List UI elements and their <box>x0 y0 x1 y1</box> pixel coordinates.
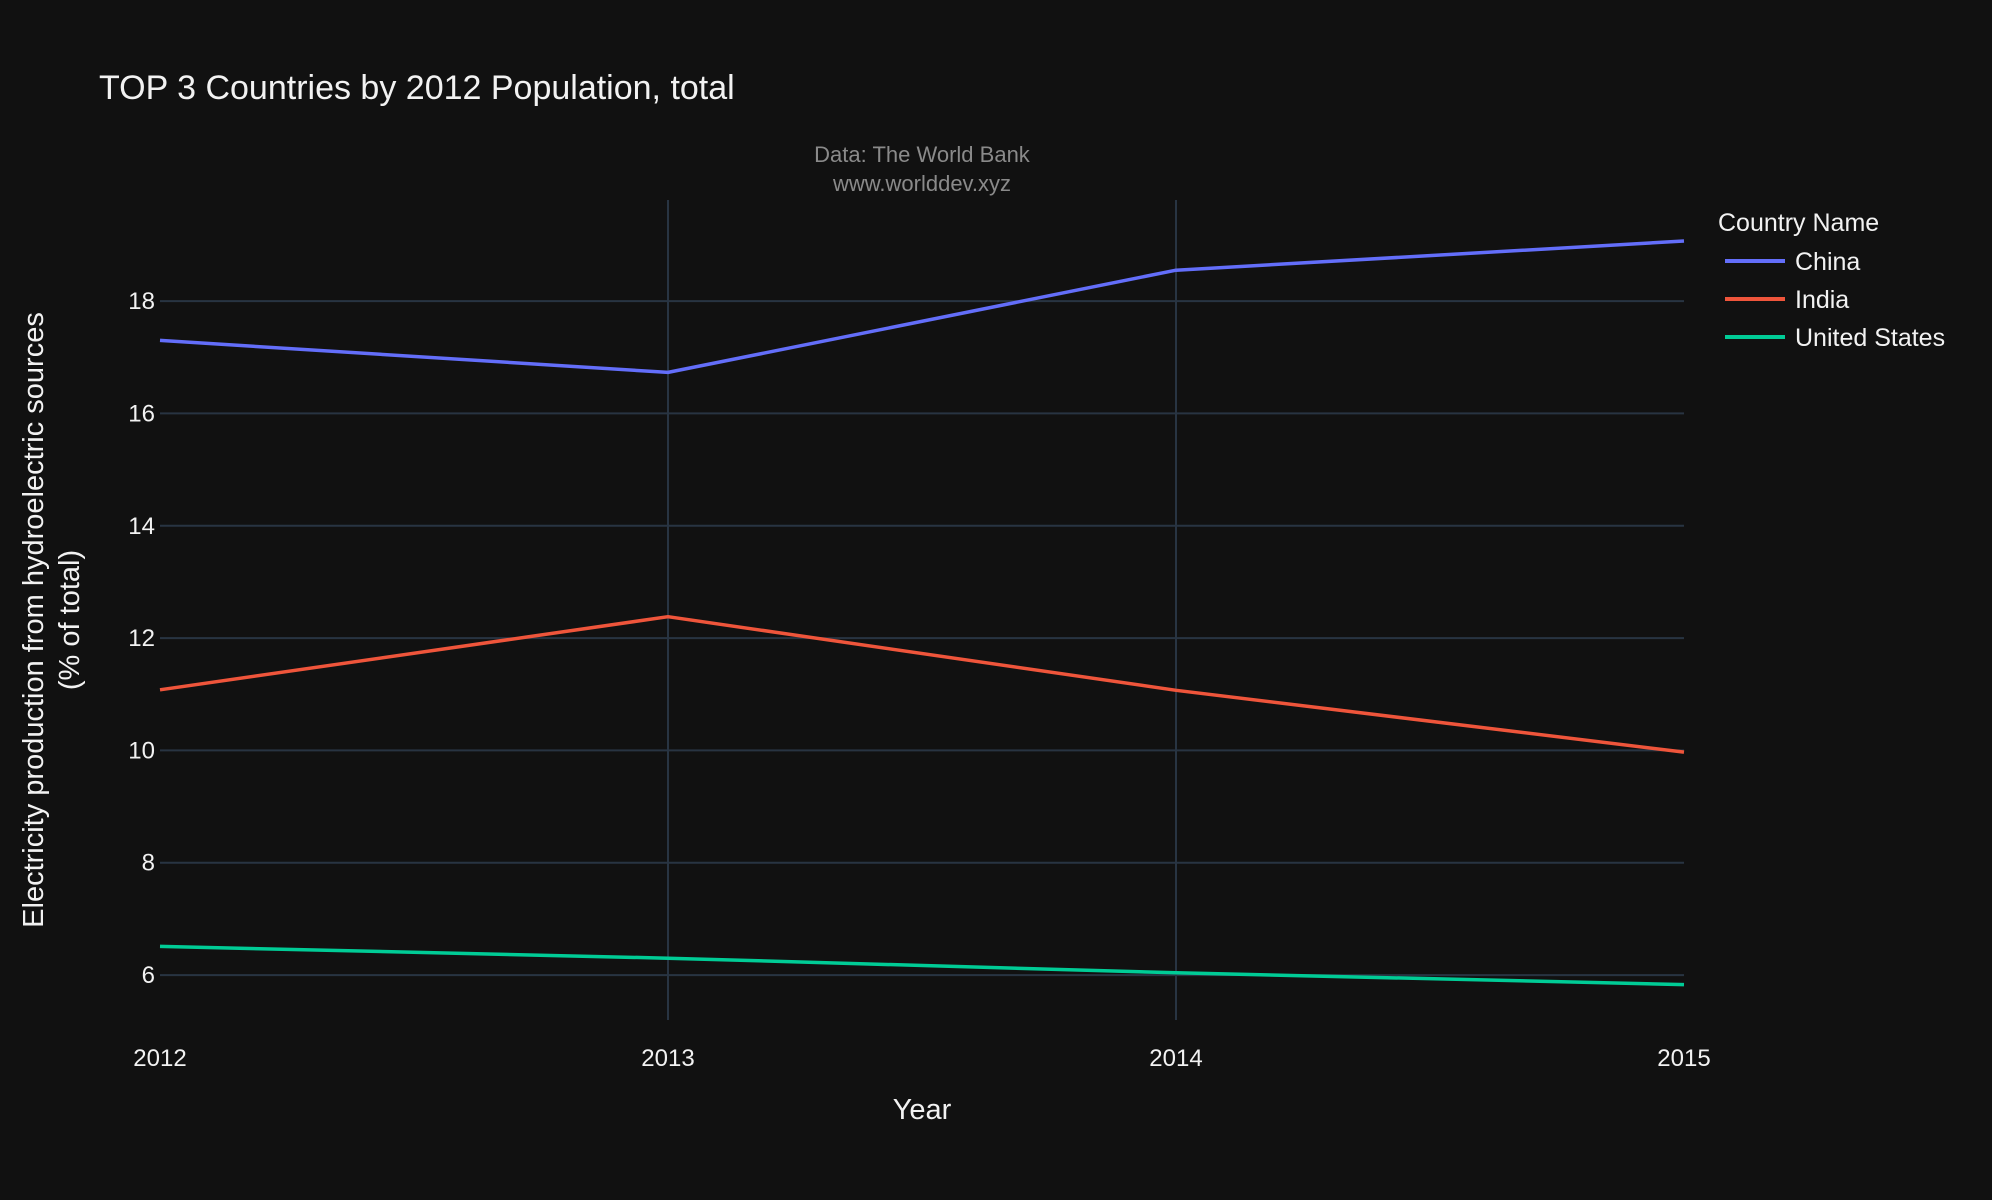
legend-label: United States <box>1795 324 1945 352</box>
gridlines <box>160 200 1684 1020</box>
y-tick-label: 14 <box>128 513 155 540</box>
chart-subtitle-url: www.worlddev.xyz <box>832 171 1011 196</box>
chart-subtitle-source: Data: The World Bank <box>814 142 1031 167</box>
x-tick-label: 2012 <box>133 1045 186 1072</box>
y-axis-title-line2: (% of total) <box>54 550 86 690</box>
legend-item-india[interactable]: India <box>1725 286 1849 314</box>
y-tick-label: 16 <box>128 400 155 427</box>
series-line-china <box>159 239 1685 375</box>
y-tick-label: 12 <box>128 625 155 652</box>
y-tick-label: 6 <box>142 962 155 989</box>
chart-title: TOP 3 Countries by 2012 Population, tota… <box>99 69 735 107</box>
legend: Country Name China India United States <box>1718 209 1945 352</box>
x-tick-label: 2015 <box>1657 1045 1710 1072</box>
x-tick-label: 2013 <box>641 1045 694 1072</box>
legend-item-united-states[interactable]: United States <box>1725 324 1945 352</box>
y-tick-label: 10 <box>128 737 155 764</box>
legend-label: India <box>1795 286 1849 314</box>
y-axis-title-line1: Electricity production from hydroelectri… <box>18 312 50 928</box>
y-tick-label: 18 <box>128 288 155 315</box>
legend-item-china[interactable]: China <box>1725 248 1860 276</box>
y-axis-title: Electricity production from hydroelectri… <box>18 312 86 928</box>
x-tick-label: 2014 <box>1149 1045 1202 1072</box>
x-axis-title: Year <box>893 1094 952 1126</box>
axis-ticks: 6 8 10 12 14 16 18 2012 2013 2014 2015 <box>128 288 1710 1072</box>
y-tick-label: 8 <box>142 850 155 877</box>
legend-title: Country Name <box>1718 209 1879 237</box>
series-line-india <box>159 614 1685 754</box>
series-lines <box>159 239 1685 987</box>
legend-label: China <box>1795 248 1860 276</box>
series-line-united-states <box>159 944 1685 987</box>
